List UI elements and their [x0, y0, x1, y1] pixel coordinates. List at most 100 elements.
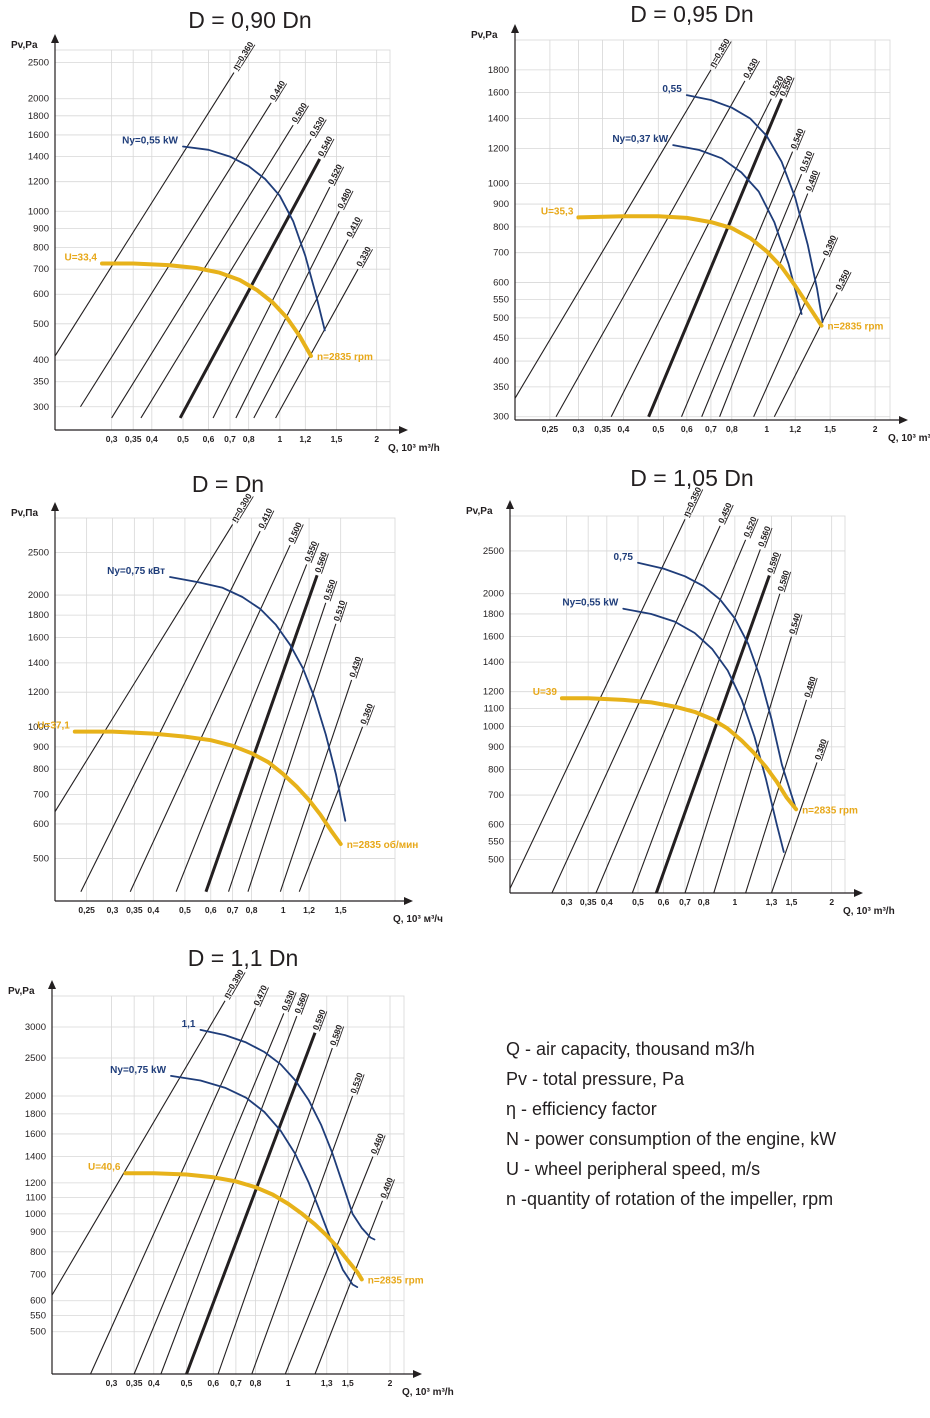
efficiency-line	[279, 679, 353, 892]
y-axis-arrow	[51, 502, 59, 511]
y-tick-label: 500	[33, 854, 49, 865]
x-axis-arrow	[899, 416, 908, 424]
plot-area	[515, 69, 838, 418]
y-axis-label: Pv,Pa	[8, 986, 35, 997]
y-tick-label: 2500	[28, 57, 49, 68]
y-tick-label: 1200	[25, 1178, 46, 1189]
x-tick-label: 0,4	[147, 905, 159, 915]
y-tick-label: 500	[30, 1327, 46, 1338]
y-tick-label: 1400	[28, 658, 49, 669]
chart-title: D = Dn	[192, 471, 264, 497]
grid-frame	[54, 517, 396, 902]
efficiency-line	[185, 1032, 317, 1374]
efficiency-line	[745, 699, 808, 893]
x-tick-label: 0,35	[594, 424, 611, 434]
x-tick-label: 0,5	[632, 897, 644, 907]
x-tick-label: 0,8	[726, 424, 738, 434]
efficiency-line	[684, 593, 781, 893]
x-tick-label: 0,6	[658, 897, 670, 907]
x-tick-label: 0,7	[679, 897, 691, 907]
efficiency-line	[55, 524, 234, 812]
power-curve-label: Ny=0,55 kW	[562, 598, 618, 609]
efficiency-line	[275, 268, 359, 419]
y-axis-arrow	[511, 24, 519, 33]
y-tick-label: 2000	[483, 589, 504, 600]
speed-curve-label: U=40,6	[88, 1162, 121, 1173]
efficiency-line	[80, 102, 272, 408]
x-tick-label: 0,3	[106, 1378, 118, 1388]
chart-title: D = 0,90 Dn	[188, 7, 311, 33]
y-tick-label: 1200	[483, 687, 504, 698]
efficiency-label: 0,540	[316, 134, 335, 158]
x-tick-label: 0,8	[246, 905, 258, 915]
efficiency-line	[770, 762, 818, 893]
efficiency-line	[129, 544, 291, 892]
x-tick-label: 2	[873, 424, 878, 434]
y-tick-label: 900	[488, 742, 504, 753]
efficiency-line	[178, 158, 322, 419]
y-tick-label: 700	[493, 248, 509, 259]
y-tick-label: 1800	[25, 1109, 46, 1120]
efficiency-line	[701, 173, 803, 417]
x-tick-label: 0,6	[205, 905, 217, 915]
y-tick-label: 2000	[28, 590, 49, 601]
y-tick-label: 800	[33, 764, 49, 775]
y-tick-label: 1400	[488, 114, 509, 125]
efficiency-line	[654, 574, 771, 893]
efficiency-line	[140, 138, 312, 419]
legend-item: n -quantity of rotation of the impeller,…	[506, 1189, 834, 1209]
x-tick-label: 0,3	[572, 424, 584, 434]
efficiency-label: 0,510	[331, 599, 347, 623]
grid	[54, 517, 396, 902]
x-tick-label: 0,35	[125, 434, 142, 444]
efficiency-label: 0,330	[354, 244, 373, 268]
y-tick-label: 900	[30, 1227, 46, 1238]
efficiency-label: 0,590	[765, 550, 782, 574]
power-curve	[622, 607, 785, 853]
x-tick-label: 1	[764, 424, 769, 434]
efficiency-line	[713, 636, 793, 893]
efficiency-label: 0,540	[787, 612, 803, 636]
speed-curve-label: U=39	[533, 687, 558, 698]
y-tick-label: 550	[30, 1311, 46, 1322]
x-axis-label: Q, 10³ m³/h	[402, 1387, 454, 1398]
efficiency-line	[647, 98, 783, 418]
legend-item: Q - air capacity, thousand m3/h	[506, 1039, 755, 1059]
x-axis-arrow	[413, 1370, 422, 1378]
x-tick-label: 0,25	[542, 424, 559, 434]
y-tick-label: 1600	[483, 632, 504, 643]
y-tick-label: 1400	[483, 657, 504, 668]
y-axis-label: Pv,Pa	[471, 30, 498, 41]
x-tick-label: 0,4	[617, 424, 629, 434]
chart-title: D = 1,1 Dn	[188, 945, 299, 971]
y-tick-label: 800	[33, 243, 49, 254]
y-tick-label: 900	[33, 742, 49, 753]
y-axis-label: Pv,Па	[11, 508, 38, 519]
legend-item: η - efficiency factor	[506, 1099, 657, 1119]
x-tick-label: 1	[281, 905, 286, 915]
x-axis-label: Q, 10³ m³/h	[843, 906, 895, 917]
x-tick-label: 0,6	[207, 1378, 219, 1388]
grid	[54, 49, 391, 431]
y-tick-label: 1200	[28, 687, 49, 698]
efficiency-label: 0,550	[321, 578, 337, 602]
y-tick-label: 350	[493, 382, 509, 393]
grid	[51, 995, 405, 1375]
y-tick-label: 900	[493, 199, 509, 210]
efficiency-line	[133, 1013, 285, 1374]
speed-curve-label: U=37,1	[37, 721, 70, 732]
efficiency-label: 0,520	[326, 162, 345, 186]
efficiency-line	[515, 69, 712, 399]
y-tick-label: 350	[33, 377, 49, 388]
efficiency-line	[719, 193, 809, 417]
x-tick-label: 0,6	[681, 424, 693, 434]
y-tick-label: 700	[30, 1270, 46, 1281]
x-tick-label: 0,8	[698, 897, 710, 907]
speed-rpm-label: n=2835 об/мин	[347, 839, 419, 851]
chart-5: D = 1,1 Dn Pv,Pa Q, 10³ m³/h 0,3 0,35 0,4 0,5 0…	[8, 945, 454, 1398]
y-tick-label: 550	[493, 294, 509, 305]
y-axis-arrow	[51, 34, 59, 43]
x-tick-label: 1,2	[299, 434, 311, 444]
y-tick-label: 450	[493, 333, 509, 344]
y-axis-arrow	[506, 500, 514, 509]
